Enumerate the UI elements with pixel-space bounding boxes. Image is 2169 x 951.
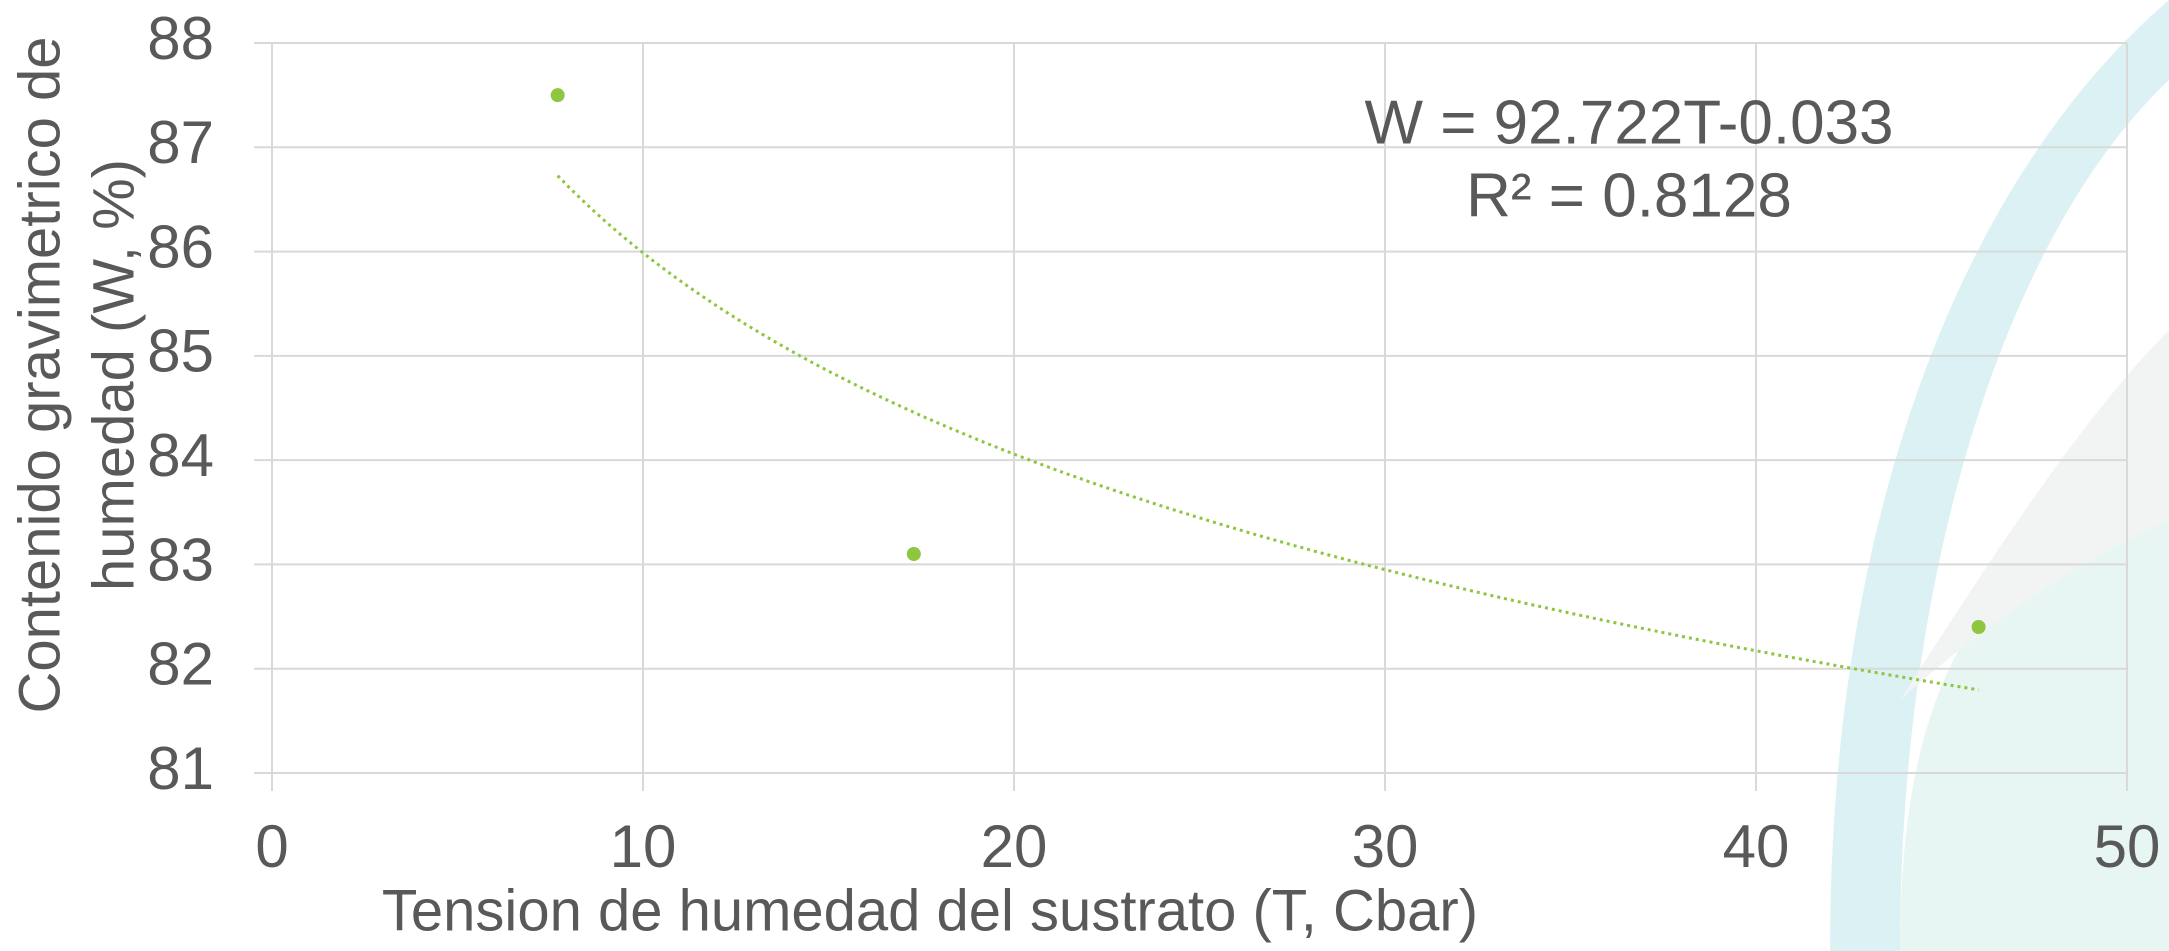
data-point [1971, 620, 1986, 634]
y-tick-label: 86 [147, 213, 214, 280]
x-axis-title: Tension de humedad del sustrato (T, Cbar… [382, 878, 1478, 943]
plot-area: 81 82 83 84 85 86 87 88 0 10 20 30 40 50 [147, 5, 2160, 880]
x-tick-label: 40 [1723, 813, 1790, 880]
y-tick-label: 82 [147, 631, 214, 698]
x-tick-label: 30 [1352, 813, 1419, 880]
y-tick-label: 83 [147, 526, 214, 593]
y-tick-label: 85 [147, 318, 214, 385]
y-axis-title: humedad (W, %) [81, 159, 146, 591]
x-tick-label: 0 [255, 813, 288, 880]
data-point [550, 88, 565, 103]
data-point [906, 547, 921, 561]
x-tick-label: 10 [610, 813, 677, 880]
background-decoration [1830, 0, 2169, 951]
trendline-equation: W = 92.722T-0.033 [1364, 88, 1893, 157]
x-tick-label: 20 [981, 813, 1048, 880]
x-tick-label: 50 [2094, 813, 2161, 880]
y-tick-label: 81 [147, 735, 214, 802]
trendline-r2: R² = 0.8128 [1466, 161, 1792, 230]
y-tick-label: 88 [147, 5, 214, 72]
y-tick-label: 84 [147, 422, 214, 489]
trendline [556, 174, 1979, 692]
y-axis-title: Contenido gravimetrico de [7, 36, 72, 713]
y-tick-label: 87 [147, 109, 214, 176]
